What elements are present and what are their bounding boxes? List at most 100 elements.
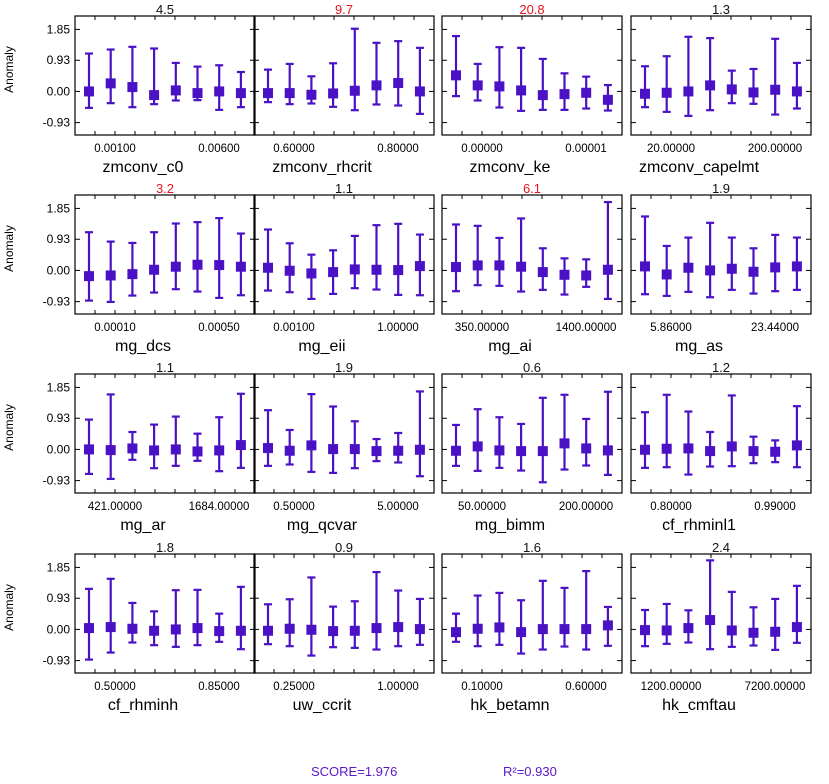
panel-score: 1.6 (523, 540, 541, 555)
mean-marker (170, 261, 181, 272)
parameter-name: mg_ai (488, 338, 532, 355)
mean-marker (451, 262, 461, 273)
panel-frame (253, 15, 435, 136)
parameter-name: mg_bimm (475, 517, 545, 534)
mean-marker (306, 268, 317, 279)
y-tick-label: -0.93 (43, 474, 71, 488)
mean-marker (127, 269, 138, 280)
mean-marker (726, 263, 737, 274)
x-tick-label-min: 0.25000 (273, 681, 315, 693)
panel-score: 0.6 (523, 360, 541, 375)
mean-marker (770, 446, 781, 457)
mean-marker (661, 269, 672, 280)
mean-marker (494, 81, 505, 92)
x-tick-label-min: 0.00000 (461, 143, 503, 155)
x-tick-label-max: 1684.00000 (189, 501, 250, 513)
mean-marker (791, 86, 802, 97)
mean-marker (705, 265, 716, 276)
mean-marker (581, 87, 592, 98)
x-tick-label-max: 200.00000 (559, 501, 613, 513)
mean-marker (328, 626, 339, 637)
mean-marker (770, 84, 781, 95)
x-tick-label-max: 1.00000 (377, 681, 419, 693)
mean-marker (349, 444, 360, 455)
panel-frame (74, 15, 256, 136)
y-tick-label: 1.85 (47, 380, 71, 394)
mean-marker (472, 623, 483, 634)
panel-frame (630, 15, 812, 136)
parameter-name: zmconv_capelmt (639, 159, 760, 176)
parameter-name: cf_rhminh (108, 697, 178, 714)
mean-marker (284, 445, 295, 456)
panel-frame (441, 194, 623, 315)
mean-marker (414, 444, 425, 455)
x-tick-label-max: 7200.00000 (745, 681, 806, 693)
mean-marker (748, 87, 759, 98)
mean-marker (263, 88, 273, 99)
x-tick-label-max: 0.60000 (565, 681, 607, 693)
mean-marker (263, 443, 273, 454)
mean-marker (127, 443, 138, 454)
mean-marker (791, 622, 802, 633)
panel-frame (441, 373, 623, 494)
mean-marker (661, 443, 672, 454)
mean-marker (516, 85, 527, 96)
x-tick-label-max: 23.44000 (751, 322, 799, 334)
mean-marker (748, 446, 759, 457)
y-tick-label: -0.93 (43, 654, 71, 668)
mean-marker (105, 445, 116, 456)
y-axis-label: Anomaly (2, 46, 16, 93)
mean-marker (149, 264, 160, 275)
panel-score: 6.1 (523, 181, 541, 196)
panel-score: 1.9 (712, 181, 730, 196)
mean-marker (726, 441, 737, 452)
mean-marker (170, 624, 181, 635)
y-tick-label: -0.93 (43, 295, 71, 309)
panel-frame (630, 194, 812, 315)
y-tick-label: 0.93 (47, 591, 71, 605)
x-tick-label-max: 0.80000 (377, 143, 419, 155)
mean-marker (705, 615, 716, 626)
panel-frame (253, 194, 435, 315)
mean-marker (581, 624, 592, 635)
parameter-name: cf_rhminl1 (662, 517, 736, 534)
panel-frame (74, 194, 256, 315)
mean-marker (640, 88, 650, 99)
mean-marker (661, 87, 672, 98)
mean-marker (414, 261, 425, 272)
mean-marker (235, 261, 246, 272)
x-tick-label-min: 0.00100 (273, 322, 315, 334)
mean-marker (84, 271, 94, 282)
mean-marker (149, 90, 160, 101)
mean-marker (494, 260, 505, 271)
mean-marker (105, 622, 116, 633)
mean-marker (127, 623, 138, 634)
y-tick-label: 0.93 (47, 232, 71, 246)
x-tick-label-max: 5.00000 (377, 501, 419, 513)
mean-marker (235, 625, 246, 636)
mean-marker (214, 260, 225, 271)
mean-marker (516, 627, 527, 638)
mean-marker (770, 626, 781, 637)
mean-marker (371, 264, 382, 275)
mean-marker (559, 269, 570, 280)
panel-frame (74, 373, 256, 494)
panel-frame (253, 553, 435, 674)
panel-score: 1.1 (335, 181, 353, 196)
x-tick-label-min: 1200.00000 (641, 681, 702, 693)
parameter-name: mg_eii (298, 338, 345, 355)
mean-marker (284, 88, 295, 99)
mean-marker (306, 89, 317, 100)
mean-marker (192, 259, 203, 270)
mean-marker (235, 440, 246, 451)
mean-marker (235, 88, 246, 99)
x-tick-label-min: 0.50000 (273, 501, 315, 513)
score-label: SCORE=1.976 (311, 764, 398, 779)
mean-marker (602, 620, 613, 631)
mean-marker (640, 261, 650, 272)
x-tick-label-max: 0.85000 (198, 681, 240, 693)
mean-marker (537, 446, 548, 457)
mean-marker (170, 85, 181, 96)
mean-marker (393, 622, 404, 633)
mean-marker (537, 90, 548, 101)
